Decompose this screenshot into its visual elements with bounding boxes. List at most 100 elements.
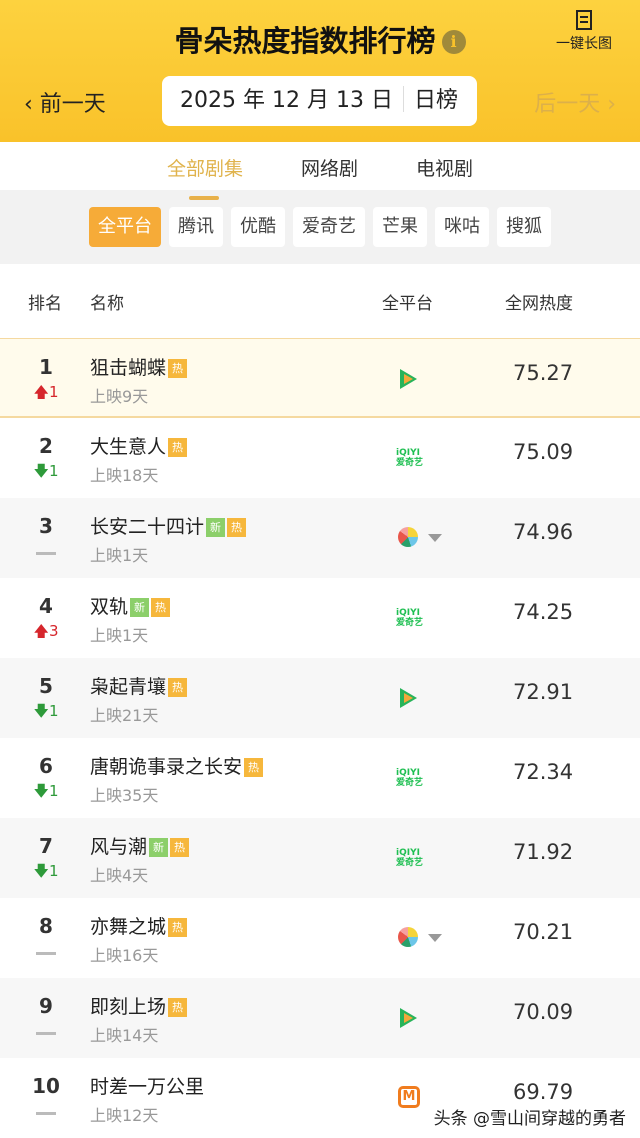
- platform-logo: [396, 526, 456, 550]
- drama-title[interactable]: 大生意人热: [90, 432, 188, 459]
- header-platform[interactable]: 全平台: [382, 293, 433, 314]
- heat-score: 72.34: [513, 760, 574, 784]
- platform-youku[interactable]: 优酷: [231, 207, 285, 247]
- drama-title[interactable]: 时差一万公里: [90, 1076, 205, 1098]
- platform-logo: iQIYI 爱奇艺: [396, 766, 456, 790]
- heat-score: 70.09: [513, 1000, 574, 1024]
- heat-score: 72.91: [513, 680, 574, 704]
- days-since-release: 上映35天: [90, 786, 159, 805]
- arrow-down-icon: 🡇: [33, 702, 49, 720]
- table-row[interactable]: 8 亦舞之城热 上映16天 70.21: [0, 898, 640, 978]
- hot-badge: 热: [168, 998, 188, 1017]
- iqiyi-icon: iQIYI 爱奇艺: [396, 848, 424, 868]
- platform-logo: M: [396, 1086, 456, 1110]
- table-row[interactable]: 6 🡇1 唐朝诡事录之长安热 上映35天 iQIYI 爱奇艺 72.34: [0, 738, 640, 818]
- platform-tencent[interactable]: 腾讯: [169, 207, 223, 247]
- tencent-video-icon: [400, 369, 417, 389]
- new-badge: 新: [149, 838, 169, 857]
- rank-number: 4: [39, 594, 53, 618]
- period-select[interactable]: 日榜: [413, 88, 458, 113]
- rank-change: 🡅3: [33, 622, 59, 640]
- days-since-release: 上映9天: [90, 387, 149, 406]
- rank-number: 6: [39, 754, 53, 778]
- drama-title[interactable]: 长安二十四计新热: [90, 512, 247, 539]
- platform-migu[interactable]: 咪咕: [435, 207, 489, 247]
- header: 骨朵热度指数排行榜 i 一键长图 ‹ 前一天 2025 年 12 月 13 日日榜…: [0, 0, 640, 142]
- rank-number: 1: [39, 355, 53, 379]
- hot-badge: 热: [151, 598, 171, 617]
- platform-logo: [396, 926, 456, 950]
- days-since-release: 上映1天: [90, 546, 149, 565]
- tab-web-drama[interactable]: 网络剧: [300, 158, 358, 180]
- platform-mango[interactable]: 芒果: [373, 207, 427, 247]
- arrow-down-icon: 🡇: [33, 862, 49, 880]
- platform-filter: 全平台 腾讯 优酷 爱奇艺 芒果 咪咕 搜狐: [0, 190, 640, 264]
- heat-score: 70.21: [513, 920, 574, 944]
- chevron-right-icon: ›: [600, 92, 616, 117]
- table-row[interactable]: 2 🡇1 大生意人热 上映18天 iQIYI 爱奇艺 75.09: [0, 418, 640, 498]
- info-icon[interactable]: i: [441, 30, 466, 54]
- header-heat: 全网热度: [505, 293, 573, 314]
- platform-sohu[interactable]: 搜狐: [497, 207, 551, 247]
- table-header: 排名 名称 全平台 全网热度: [0, 264, 640, 338]
- tencent-video-icon: [400, 1008, 417, 1028]
- rank-number: 9: [39, 994, 53, 1018]
- page-title: 骨朵热度指数排行榜 i: [0, 18, 640, 60]
- drama-title[interactable]: 唐朝诡事录之长安热: [90, 752, 264, 779]
- table-row[interactable]: 3 长安二十四计新热 上映1天 74.96: [0, 498, 640, 578]
- category-tabs: 全部剧集 网络剧 电视剧: [0, 142, 640, 200]
- divider: [402, 86, 404, 112]
- heat-score: 71.92: [513, 840, 574, 864]
- prev-day-button[interactable]: ‹ 前一天: [24, 92, 106, 117]
- drama-title[interactable]: 风与潮新热: [90, 832, 190, 859]
- drama-title[interactable]: 亦舞之城热: [90, 912, 188, 939]
- arrow-down-icon: 🡇: [33, 782, 49, 800]
- platform-logo: iQIYI 爱奇艺: [396, 846, 456, 870]
- days-since-release: 上映1天: [90, 626, 149, 645]
- days-since-release: 上映16天: [90, 946, 159, 965]
- iqiyi-icon: iQIYI 爱奇艺: [396, 448, 424, 468]
- ranking-list: 1 🡅1 狙击蝴蝶热 上映9天 75.27 2 🡇1 大生意人热 上映18天 iQIY…: [0, 338, 640, 1138]
- table-row[interactable]: 9 即刻上场热 上映14天 70.09: [0, 978, 640, 1058]
- days-since-release: 上映18天: [90, 466, 159, 485]
- dropdown-icon[interactable]: [428, 534, 442, 542]
- drama-title[interactable]: 即刻上场热: [90, 992, 188, 1019]
- platform-all[interactable]: 全平台: [89, 207, 161, 247]
- platform-logo: [396, 367, 456, 391]
- long-image-button[interactable]: 一键长图: [556, 10, 612, 53]
- platform-iqiyi[interactable]: 爱奇艺: [293, 207, 365, 247]
- rank-unchanged-icon: [30, 1021, 62, 1039]
- days-since-release: 上映21天: [90, 706, 159, 725]
- document-icon: [576, 10, 592, 30]
- rank-change: 🡇1: [33, 462, 59, 480]
- heat-score: 69.79: [513, 1080, 574, 1104]
- heat-score: 75.27: [513, 361, 574, 385]
- platform-logo: iQIYI 爱奇艺: [396, 446, 456, 470]
- table-row[interactable]: 1 🡅1 狙击蝴蝶热 上映9天 75.27: [0, 338, 640, 418]
- tab-tv-drama[interactable]: 电视剧: [416, 158, 474, 180]
- hot-badge: 热: [170, 838, 190, 857]
- rank-number: 8: [39, 914, 53, 938]
- dropdown-icon[interactable]: [428, 934, 442, 942]
- hot-badge: 热: [168, 678, 188, 697]
- hot-badge: 热: [168, 918, 188, 937]
- table-row[interactable]: 5 🡇1 枭起青壤热 上映21天 72.91: [0, 658, 640, 738]
- rank-change: 🡇1: [33, 702, 59, 720]
- drama-title[interactable]: 双轨新热: [90, 592, 171, 619]
- tab-all[interactable]: 全部剧集: [167, 154, 243, 200]
- rank-change: 🡇1: [33, 862, 59, 880]
- table-row[interactable]: 10 时差一万公里 上映12天 M 69.79: [0, 1058, 640, 1138]
- date-value: 2025 年 12 月 13 日: [180, 88, 393, 113]
- drama-title[interactable]: 狙击蝴蝶热: [90, 353, 188, 380]
- table-row[interactable]: 4 🡅3 双轨新热 上映1天 iQIYI 爱奇艺 74.25: [0, 578, 640, 658]
- heat-score: 74.25: [513, 600, 574, 624]
- rank-unchanged-icon: [30, 941, 62, 959]
- arrow-up-icon: 🡅: [33, 622, 49, 640]
- rank-number: 2: [39, 434, 53, 458]
- days-since-release: 上映14天: [90, 1026, 159, 1045]
- table-row[interactable]: 7 🡇1 风与潮新热 上映4天 iQIYI 爱奇艺 71.92: [0, 818, 640, 898]
- next-day-button[interactable]: 后一天 ›: [534, 92, 616, 117]
- credit-text: 头条 @雪山间穿越的勇者: [433, 1109, 626, 1129]
- date-picker[interactable]: 2025 年 12 月 13 日日榜: [162, 76, 477, 126]
- drama-title[interactable]: 枭起青壤热: [90, 672, 188, 699]
